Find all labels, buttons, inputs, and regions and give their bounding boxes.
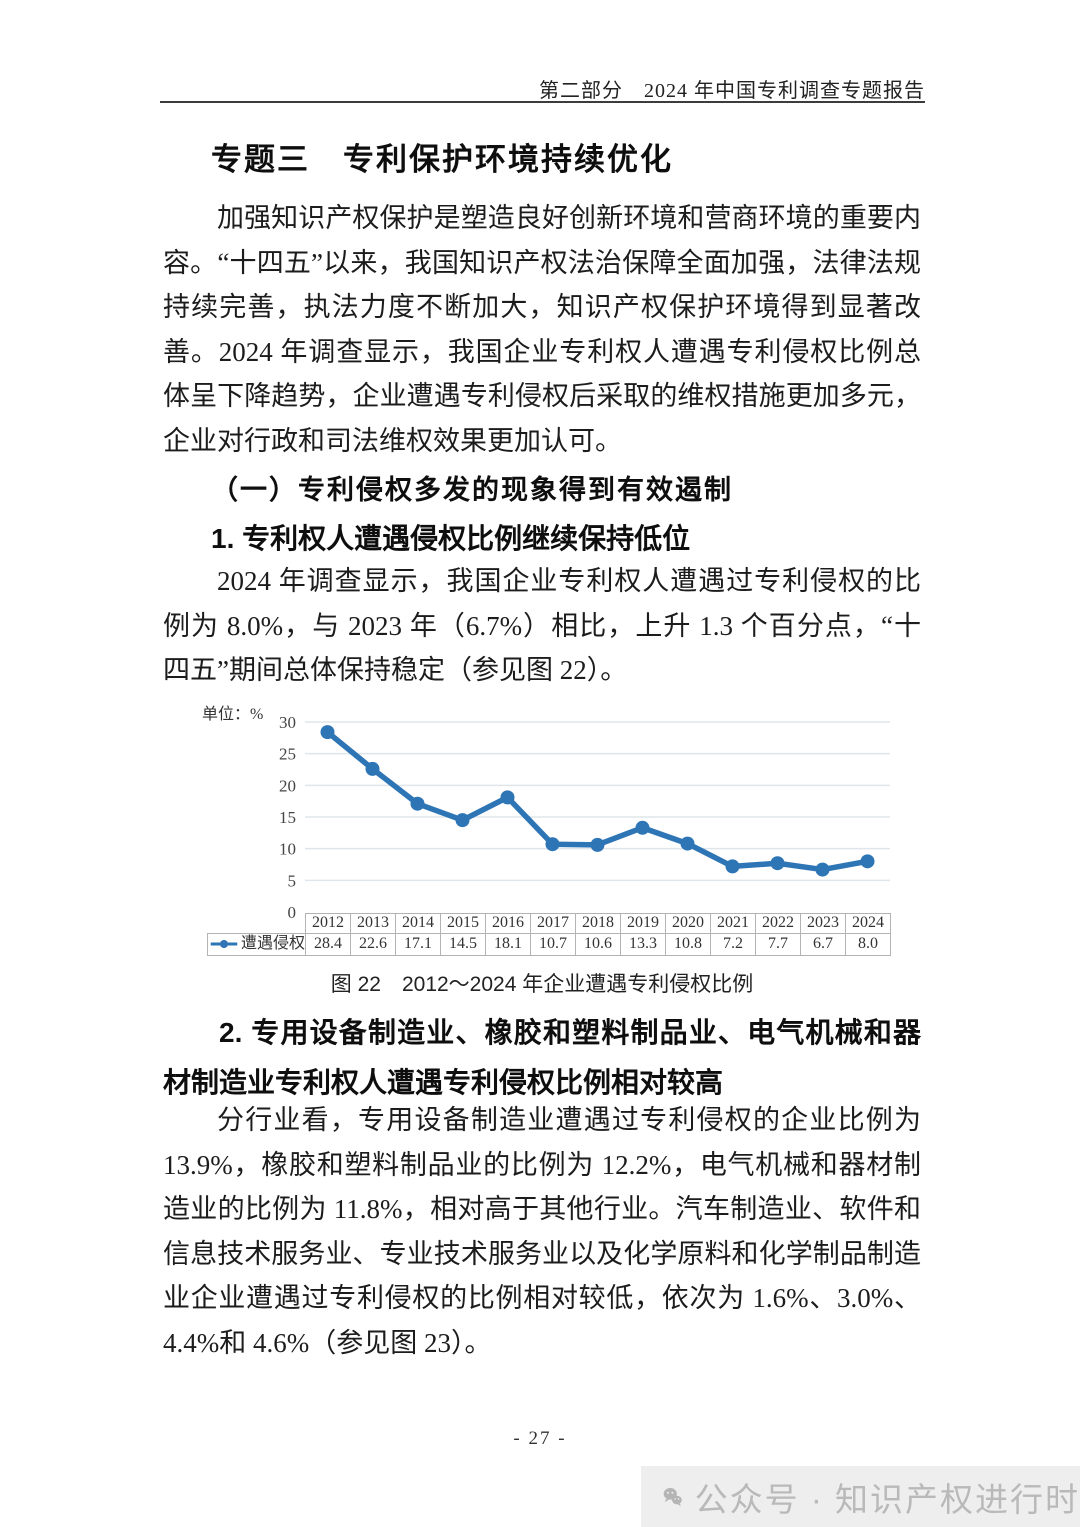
- paragraph-intro: 加强知识产权保护是塑造良好创新环境和营商环境的重要内容。“十四五”以来，我国知识…: [163, 203, 921, 456]
- value-cell: 10.8: [665, 933, 711, 956]
- data-point-marker: [500, 790, 515, 805]
- year-cell: 2021: [710, 913, 756, 934]
- y-axis-tick-label: 15: [279, 808, 296, 827]
- year-cell: 2017: [530, 913, 576, 934]
- year-cell: 2015: [440, 913, 486, 934]
- data-point-marker: [410, 796, 425, 811]
- y-axis-tick-label: 10: [279, 840, 296, 859]
- legend-spacer-cell: [207, 913, 306, 934]
- value-cell: 10.6: [575, 933, 621, 956]
- y-axis-tick-label: 20: [279, 776, 296, 795]
- paragraph-figure22-intro: 2024 年调查显示，我国企业专利权人遭遇过专利侵权的比例为 8.0%，与 20…: [163, 566, 921, 685]
- line-chart-figure22: 单位：% 0 5 10 15 20 25 30 2012 2013 2014 2015 20…: [200, 700, 895, 962]
- paragraph-industry-detail: 分行业看，专用设备制造业遭遇过专利侵权的企业比例为 13.9%，橡胶和塑料制品业…: [163, 1105, 921, 1358]
- data-point-marker: [635, 820, 650, 835]
- year-cell: 2019: [620, 913, 666, 934]
- chart-unit-label: 单位：%: [202, 706, 264, 723]
- value-cell: 18.1: [485, 933, 531, 956]
- value-cell: 13.3: [620, 933, 666, 956]
- year-cell: 2012: [305, 913, 351, 934]
- value-cell: 6.7: [800, 933, 846, 956]
- value-cell: 7.2: [710, 933, 756, 956]
- header-rule: [160, 101, 925, 103]
- page-number: - 27 -: [513, 1428, 567, 1449]
- legend-series-label: 遭遇侵权: [240, 935, 305, 953]
- data-point-marker: [815, 862, 830, 877]
- data-point-marker: [770, 856, 785, 871]
- year-cell: 2018: [575, 913, 621, 934]
- year-cell: 2022: [755, 913, 801, 934]
- value-cell: 7.7: [755, 933, 801, 956]
- value-cell: 10.7: [530, 933, 576, 956]
- page-header: 第二部分 2024 年中国专利调查专题报告: [539, 80, 925, 102]
- sub-heading-2: 2. 专用设备制造业、橡胶和塑料制品业、电气机械和器材制造业专利权人遭遇专利侵权…: [163, 1017, 921, 1098]
- data-point-marker: [860, 854, 875, 869]
- data-point-marker: [590, 837, 605, 852]
- chart-table-value-row: 遭遇侵权 28.4 22.6 17.1 14.5 18.1 10.7 10.6 …: [207, 933, 891, 956]
- value-cell: 17.1: [395, 933, 441, 956]
- data-point-marker: [320, 725, 335, 740]
- legend-line-marker-icon: [210, 940, 238, 949]
- data-point-marker: [725, 859, 740, 874]
- page-title: 专题三 专利保护环境持续优化: [211, 142, 673, 177]
- legend-cell: 遭遇侵权: [207, 933, 306, 956]
- data-point-marker: [680, 836, 695, 851]
- y-axis-tick-label: 0: [288, 903, 297, 922]
- line-chart-plot-area: 0 5 10 15 20 25 30: [279, 713, 890, 922]
- watermark-strip: 公众号 · 知识产权进行时: [641, 1466, 1080, 1527]
- value-cell: 28.4: [305, 933, 351, 956]
- value-cell: 14.5: [440, 933, 486, 956]
- chart-table-year-row: 2012 2013 2014 2015 2016 2017 2018 2019 …: [207, 913, 891, 934]
- section-heading-1: （一）专利侵权多发的现象得到有效遏制: [211, 475, 733, 505]
- chart-data-table: 2012 2013 2014 2015 2016 2017 2018 2019 …: [207, 913, 891, 956]
- year-cell: 2016: [485, 913, 531, 934]
- year-cell: 2020: [665, 913, 711, 934]
- value-cell: 8.0: [845, 933, 891, 956]
- value-cell: 22.6: [350, 933, 396, 956]
- data-point-marker: [545, 837, 560, 852]
- data-point-marker: [455, 813, 470, 828]
- wechat-icon: [663, 1487, 682, 1506]
- figure-caption: 图 22 2012～2024 年企业遭遇专利侵权比例: [330, 973, 754, 996]
- sub-heading-1: 1. 专利权人遭遇侵权比例继续保持低位: [211, 523, 691, 554]
- year-cell: 2013: [350, 913, 396, 934]
- y-axis-tick-label: 30: [279, 713, 296, 732]
- year-cell: 2014: [395, 913, 441, 934]
- year-cell: 2023: [800, 913, 846, 934]
- y-axis-tick-label: 5: [288, 871, 297, 890]
- data-point-marker: [365, 761, 380, 776]
- y-axis-tick-label: 25: [279, 745, 296, 764]
- watermark-text: 公众号 · 知识产权进行时: [694, 1480, 1080, 1518]
- year-cell: 2024: [845, 913, 891, 934]
